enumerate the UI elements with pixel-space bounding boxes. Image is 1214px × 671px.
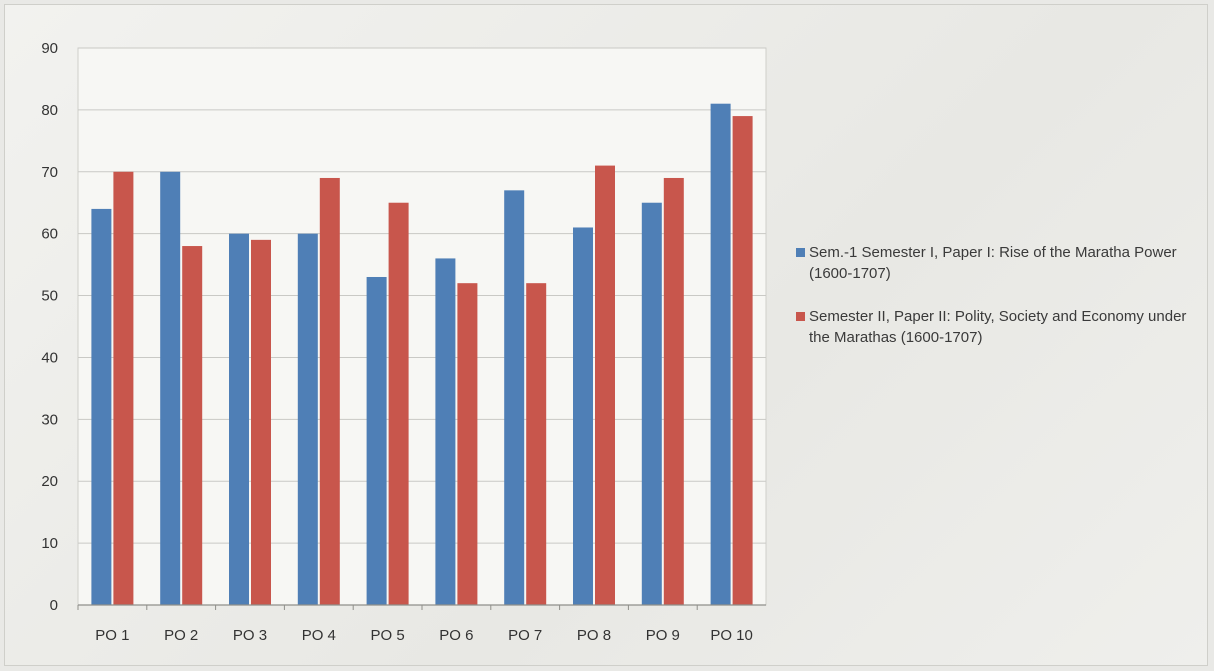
x-tick-label: PO 2 xyxy=(164,627,198,644)
bar-series-2 xyxy=(113,171,134,605)
bar-series-1 xyxy=(641,202,662,605)
legend-label-series-1: Sem.-1 Semester I, Paper I: Rise of the … xyxy=(809,244,1177,282)
bar-series-2 xyxy=(457,283,478,605)
bar-series-2 xyxy=(526,283,547,605)
bar-series-1 xyxy=(91,208,112,605)
y-tick-label: 10 xyxy=(41,535,58,552)
x-tick-label: PO 3 xyxy=(233,627,267,644)
bar-series-2 xyxy=(663,177,684,605)
y-tick-label: 0 xyxy=(50,597,58,614)
bar-series-1 xyxy=(710,103,731,605)
y-tick-label: 60 xyxy=(41,226,58,243)
y-tick-label: 90 xyxy=(41,40,58,57)
x-tick-label: PO 7 xyxy=(508,627,542,644)
x-tick-label: PO 1 xyxy=(95,627,129,644)
x-tick-label: PO 10 xyxy=(710,627,753,644)
legend-label-series-2: Semester II, Paper II: Polity, Society a… xyxy=(809,308,1187,346)
x-tick-label: PO 9 xyxy=(646,627,680,644)
x-tick-label: PO 5 xyxy=(371,627,405,644)
bar-series-2 xyxy=(251,239,271,605)
y-axis: 0 10 20 30 40 50 60 70 80 90 xyxy=(41,40,58,614)
bar-series-1 xyxy=(160,171,181,605)
x-axis: PO 1 PO 2 PO 3 PO 4 PO 5 PO 6 PO 7 PO 8 PO 9 PO 1… xyxy=(77,604,766,644)
y-tick-label: 50 xyxy=(41,288,58,305)
plot-area xyxy=(77,47,767,606)
gridlines xyxy=(77,47,767,606)
bar-series-1 xyxy=(366,276,387,605)
y-tick-label: 20 xyxy=(41,473,58,490)
bar-series-2 xyxy=(388,202,409,605)
legend-swatch-series-1 xyxy=(796,248,805,257)
bar-series-2 xyxy=(732,116,753,606)
legend-swatch-series-2 xyxy=(796,312,805,321)
legend-item-series-1: Sem.-1 Semester I, Paper I: Rise of the … xyxy=(796,242,1196,284)
legend-item-series-2: Semester II, Paper II: Polity, Society a… xyxy=(796,306,1196,348)
bar-series-2 xyxy=(182,246,203,606)
x-tick-label: PO 8 xyxy=(577,627,611,644)
bar-series-1 xyxy=(504,190,525,605)
bar-series-1 xyxy=(229,233,249,605)
y-tick-label: 40 xyxy=(41,349,58,366)
y-tick-label: 70 xyxy=(41,164,58,181)
bars xyxy=(91,103,753,606)
y-tick-label: 30 xyxy=(41,411,58,428)
bar-series-1 xyxy=(435,258,456,605)
x-tick-label: PO 4 xyxy=(302,627,336,644)
bar-series-1 xyxy=(573,227,593,605)
y-tick-label: 80 xyxy=(41,102,58,119)
bar-series-1 xyxy=(297,233,318,605)
bar-series-2 xyxy=(319,177,340,605)
x-tick-label: PO 6 xyxy=(439,627,473,644)
bar-series-2 xyxy=(595,165,615,606)
legend: Sem.-1 Semester I, Paper I: Rise of the … xyxy=(796,242,1196,370)
